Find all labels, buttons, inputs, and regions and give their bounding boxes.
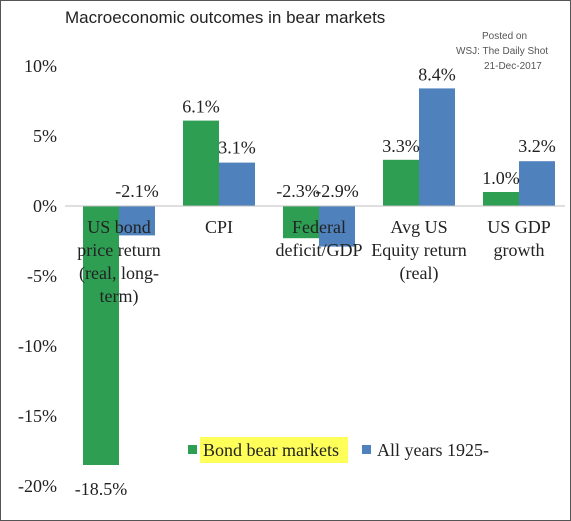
data-label: -2.1% <box>115 181 159 201</box>
legend-highlight <box>200 437 348 463</box>
bar-bond-bear <box>483 192 519 206</box>
data-label: 1.0% <box>482 168 520 188</box>
data-label: 8.4% <box>418 64 456 84</box>
data-label: 3.3% <box>382 136 420 156</box>
chart-title: Macroeconomic outcomes in bear markets <box>65 8 386 27</box>
category-label: US GDP <box>487 217 551 237</box>
y-tick-label: 5% <box>33 126 57 146</box>
category-label: growth <box>494 240 545 260</box>
labels-group: -18.5% -2.1% 6.1% 3.1% -2.3%-2.9% 3.3% 8.4% 1.0… <box>75 64 556 499</box>
category-label: Federal <box>292 217 346 237</box>
y-tick-label: 0% <box>33 196 57 216</box>
legend-label-bond-bear: Bond bear markets <box>203 440 339 460</box>
bar-all-years <box>319 206 355 247</box>
bar-bond-bear <box>83 206 119 465</box>
axis-group: 10% 5% 0% -5% -10% -15% -20% <box>18 56 565 496</box>
category-label: (real) <box>400 263 439 284</box>
category-label: price return <box>77 240 160 260</box>
credit-posted-on: Posted on <box>482 31 528 42</box>
bar-all-years <box>419 88 455 206</box>
credit-source: WSJ: The Daily Shot <box>456 46 549 57</box>
category-label: Avg US <box>390 217 447 237</box>
bar-all-years <box>219 162 255 206</box>
y-tick-label: -20% <box>18 476 57 496</box>
credit-date: 21-Dec-2017 <box>484 61 542 72</box>
data-label: 3.2% <box>518 136 556 156</box>
data-label: 3.1% <box>218 138 256 158</box>
bars-group <box>83 88 555 465</box>
bar-all-years <box>519 161 555 206</box>
legend-label-all-years: All years 1925- <box>377 440 489 460</box>
y-tick-label: 10% <box>24 56 57 76</box>
bar-bond-bear <box>283 206 319 239</box>
bar-all-years <box>119 206 155 236</box>
category-label: CPI <box>205 217 233 237</box>
category-label: (real, long- <box>79 263 159 284</box>
data-label: -18.5% <box>75 479 128 499</box>
y-tick-label: -10% <box>18 336 57 356</box>
legend-swatch-bond-bear <box>188 445 197 454</box>
data-label: -2.3% <box>276 181 320 201</box>
category-label: term) <box>100 286 139 307</box>
legend-swatch-all-years <box>362 445 371 454</box>
data-label: 6.1% <box>182 97 220 117</box>
category-label: Equity return <box>371 240 466 260</box>
category-label: US bond <box>87 217 151 237</box>
legend: Bond bear markets All years 1925- <box>188 437 489 463</box>
bar-bond-bear <box>383 159 419 206</box>
data-label: -2.9% <box>315 181 359 201</box>
y-tick-label: -15% <box>18 406 57 426</box>
bar-bond-bear <box>183 120 219 206</box>
y-tick-label: -5% <box>27 266 57 286</box>
category-label: deficit/GDP <box>276 240 363 260</box>
